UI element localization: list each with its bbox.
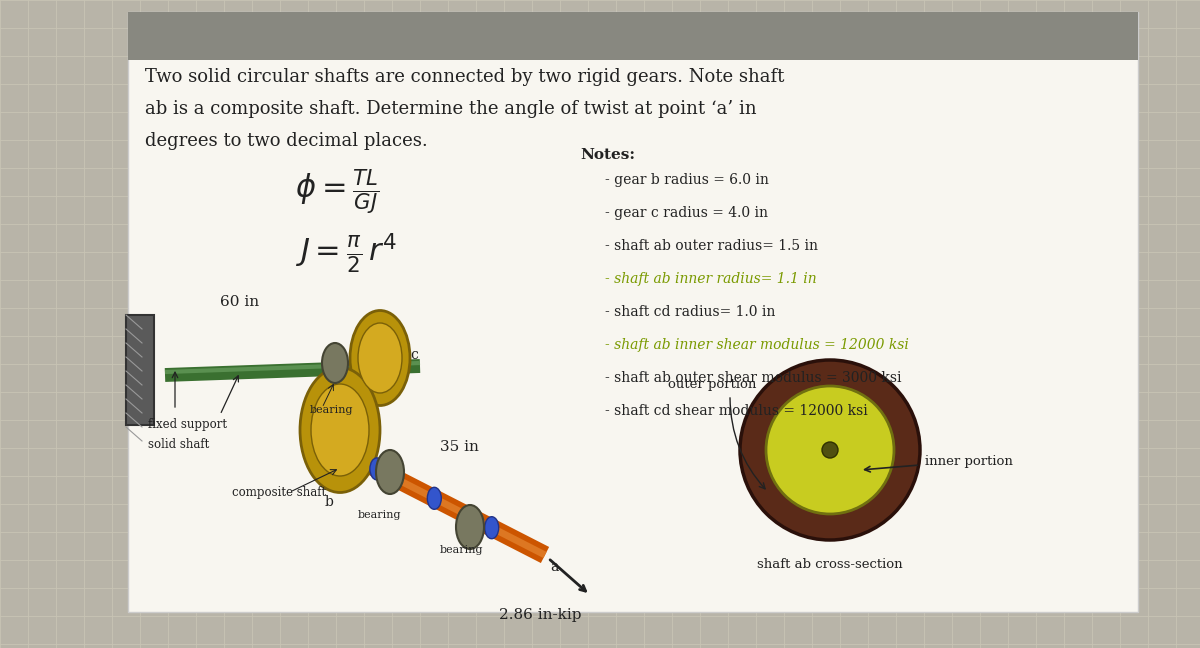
Text: fixed support: fixed support [148, 418, 227, 431]
Text: degrees to two decimal places.: degrees to two decimal places. [145, 132, 427, 150]
Text: $J = \frac{\pi}{2}\,r^4$: $J = \frac{\pi}{2}\,r^4$ [295, 232, 397, 277]
Text: - shaft cd radius= 1.0 in: - shaft cd radius= 1.0 in [605, 305, 775, 319]
Text: bearing: bearing [440, 545, 484, 555]
Ellipse shape [311, 384, 370, 476]
Text: solid shaft: solid shaft [148, 438, 209, 451]
Text: 60 in: 60 in [220, 295, 259, 309]
Text: c: c [410, 348, 418, 362]
FancyBboxPatch shape [128, 12, 1138, 60]
Text: - gear c radius = 4.0 in: - gear c radius = 4.0 in [605, 206, 768, 220]
Ellipse shape [376, 450, 404, 494]
Text: Notes:: Notes: [580, 148, 635, 162]
Text: bearing: bearing [310, 405, 354, 415]
Ellipse shape [485, 516, 499, 538]
Text: 2.86 in-kip: 2.86 in-kip [499, 608, 581, 622]
Text: $\phi = \frac{TL}{GJ}$: $\phi = \frac{TL}{GJ}$ [295, 168, 379, 217]
Text: - shaft ab outer shear modulus = 3000 ksi: - shaft ab outer shear modulus = 3000 ks… [605, 371, 901, 385]
Ellipse shape [456, 505, 484, 549]
Text: composite shaft: composite shaft [232, 486, 326, 499]
Text: a: a [550, 560, 558, 574]
Text: - shaft ab outer radius= 1.5 in: - shaft ab outer radius= 1.5 in [605, 239, 818, 253]
Text: 35 in: 35 in [440, 440, 479, 454]
Text: - shaft cd shear modulus = 12000 ksi: - shaft cd shear modulus = 12000 ksi [605, 404, 868, 418]
Text: - gear b radius = 6.0 in: - gear b radius = 6.0 in [605, 173, 769, 187]
Ellipse shape [300, 367, 380, 492]
Text: bearing: bearing [358, 510, 402, 520]
Circle shape [766, 386, 894, 514]
Text: b: b [325, 495, 334, 509]
Ellipse shape [322, 343, 348, 383]
Circle shape [822, 442, 838, 458]
Ellipse shape [358, 323, 402, 393]
Ellipse shape [427, 487, 442, 509]
Circle shape [740, 360, 920, 540]
Ellipse shape [350, 310, 410, 406]
Ellipse shape [370, 458, 384, 480]
Text: - shaft ab inner radius= 1.1 in: - shaft ab inner radius= 1.1 in [605, 272, 817, 286]
FancyBboxPatch shape [128, 12, 1138, 612]
Text: shaft ab cross-section: shaft ab cross-section [757, 558, 902, 571]
Text: Two solid circular shafts are connected by two rigid gears. Note shaft: Two solid circular shafts are connected … [145, 68, 785, 86]
FancyBboxPatch shape [126, 315, 154, 425]
Text: - shaft ab inner shear modulus = 12000 ksi: - shaft ab inner shear modulus = 12000 k… [605, 338, 908, 352]
Text: outer portion: outer portion [668, 378, 756, 391]
Text: inner portion: inner portion [925, 455, 1013, 468]
Text: ab is a composite shaft. Determine the angle of twist at point ‘a’ in: ab is a composite shaft. Determine the a… [145, 100, 757, 118]
